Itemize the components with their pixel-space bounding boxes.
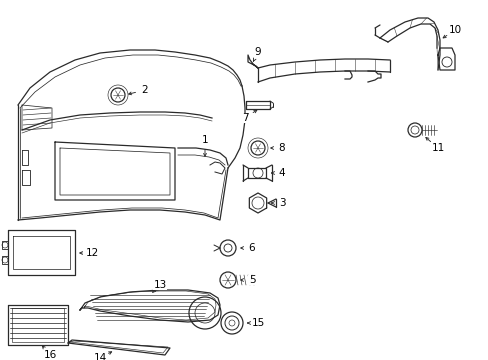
Text: 7: 7: [241, 113, 248, 123]
Text: 6: 6: [248, 243, 255, 253]
Text: 16: 16: [43, 350, 57, 360]
Text: 3: 3: [278, 198, 285, 208]
Text: 5: 5: [248, 275, 255, 285]
Text: 4: 4: [278, 168, 285, 178]
Text: 15: 15: [251, 318, 264, 328]
Text: 2: 2: [142, 85, 148, 95]
Text: 9: 9: [254, 47, 261, 57]
Text: 10: 10: [447, 25, 461, 35]
Text: 1: 1: [201, 135, 208, 145]
Text: 13: 13: [153, 280, 166, 290]
Text: 14: 14: [93, 353, 106, 360]
Text: 8: 8: [278, 143, 285, 153]
Text: 11: 11: [430, 143, 444, 153]
Text: 12: 12: [85, 248, 99, 258]
